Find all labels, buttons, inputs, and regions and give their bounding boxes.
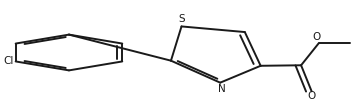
Text: N: N — [218, 84, 226, 94]
Text: S: S — [178, 14, 185, 24]
Text: Cl: Cl — [4, 56, 14, 66]
Text: O: O — [313, 32, 321, 42]
Text: O: O — [307, 91, 316, 101]
